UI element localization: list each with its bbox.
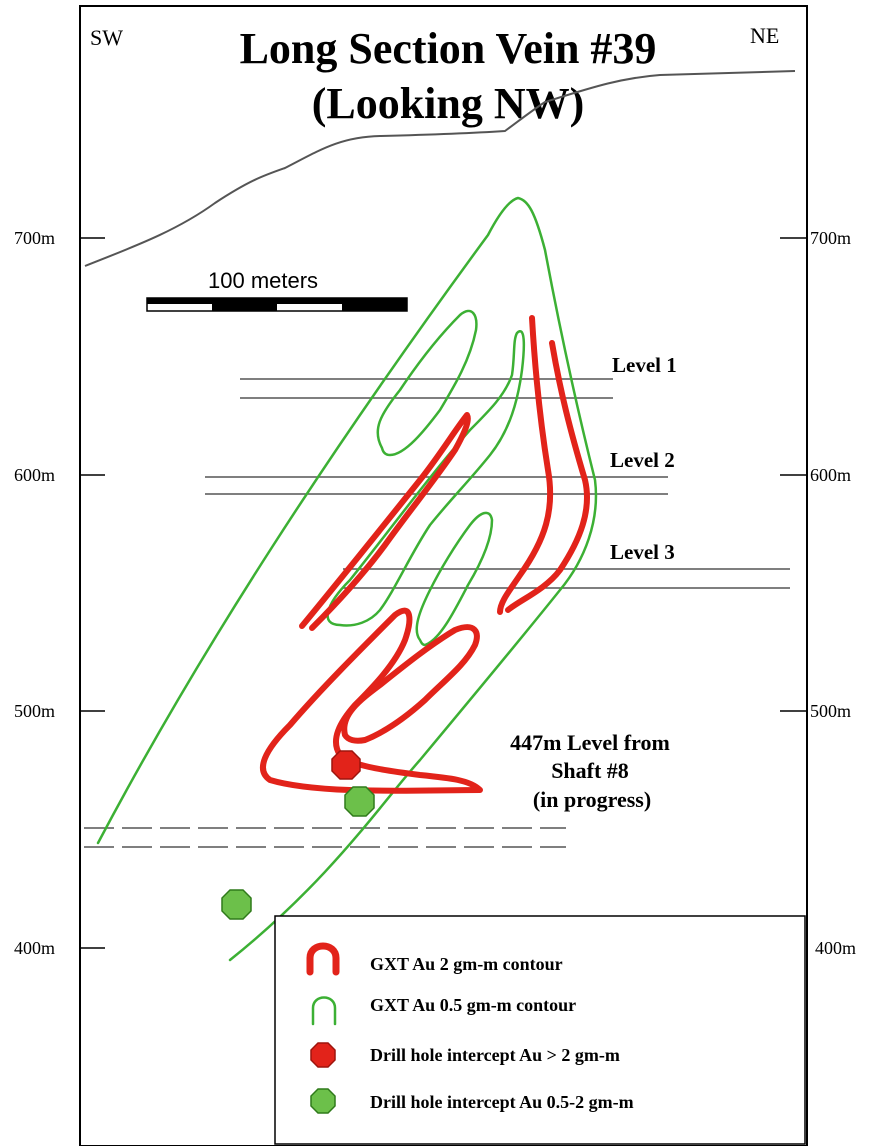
green-octagon-icon bbox=[310, 1088, 336, 1114]
green-drill-intercept bbox=[344, 786, 375, 817]
level-lines bbox=[205, 378, 790, 589]
legend: GXT Au 2 gm-m contour GXT Au 0.5 gm-m co… bbox=[274, 915, 806, 1145]
left-tick-label: 700m bbox=[14, 228, 55, 248]
shaft-level-note-line2: Shaft #8 bbox=[551, 758, 629, 783]
left-tick-label: 600m bbox=[14, 465, 55, 485]
drill-intercepts bbox=[221, 750, 375, 920]
direction-sw-label: SW bbox=[90, 25, 123, 50]
green-contours bbox=[96, 196, 598, 962]
legend-label-red-contour: GXT Au 2 gm-m contour bbox=[370, 954, 563, 974]
green-drill-intercept bbox=[221, 889, 252, 920]
left-tick-label: 400m bbox=[14, 938, 55, 958]
scale-bar: 100 meters bbox=[146, 268, 408, 312]
red-octagon-icon bbox=[310, 1042, 336, 1068]
direction-ne-label: NE bbox=[750, 23, 779, 48]
left-elevation-axis: 700m 600m 500m 400m bbox=[14, 228, 105, 958]
right-tick-label: 700m bbox=[810, 228, 851, 248]
legend-label-red-intercept: Drill hole intercept Au > 2 gm-m bbox=[370, 1045, 620, 1065]
level-2-label: Level 2 bbox=[610, 448, 675, 472]
diagram-subtitle: (Looking NW) bbox=[312, 79, 585, 128]
legend-box bbox=[274, 915, 806, 1145]
red-drill-intercept bbox=[331, 750, 361, 780]
legend-label-green-contour: GXT Au 0.5 gm-m contour bbox=[370, 995, 576, 1015]
right-tick-label: 600m bbox=[810, 465, 851, 485]
dashed-level-447m bbox=[84, 827, 566, 848]
left-tick-label: 500m bbox=[14, 701, 55, 721]
legend-label-green-intercept: Drill hole intercept Au 0.5-2 gm-m bbox=[370, 1092, 634, 1112]
level-3-label: Level 3 bbox=[610, 540, 675, 564]
diagram-frame bbox=[79, 5, 808, 1146]
diagram-title: Long Section Vein #39 bbox=[240, 24, 657, 73]
scale-bar-label: 100 meters bbox=[208, 268, 318, 293]
topography-line bbox=[84, 70, 796, 267]
right-tick-label: 400m bbox=[815, 938, 856, 958]
red-contour-icon bbox=[306, 942, 340, 976]
shaft-level-note-line3: (in progress) bbox=[533, 787, 651, 812]
shaft-level-note-line1: 447m Level from bbox=[510, 730, 670, 755]
right-elevation-axis: 700m 600m 500m 400m bbox=[780, 228, 856, 958]
right-tick-label: 500m bbox=[810, 701, 851, 721]
red-contours bbox=[259, 315, 591, 794]
level-1-label: Level 1 bbox=[612, 353, 677, 377]
green-contour-icon bbox=[311, 996, 337, 1026]
